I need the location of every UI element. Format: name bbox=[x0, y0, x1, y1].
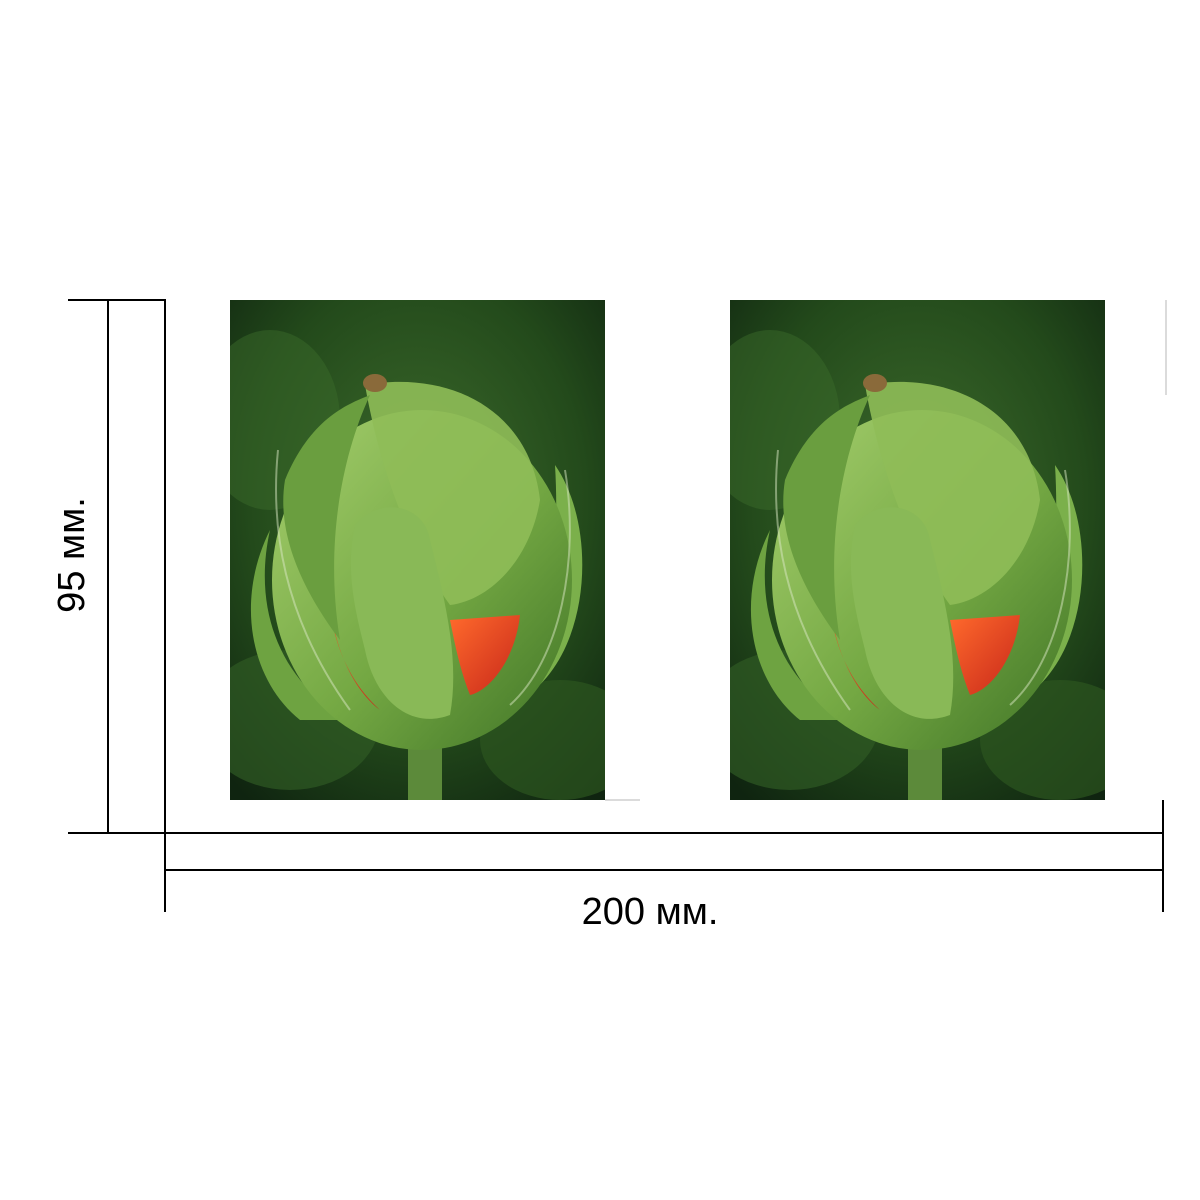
poppy-bud-photo-right bbox=[730, 300, 1105, 800]
poppy-bud-photo-left bbox=[230, 300, 605, 800]
height-label: 95 мм. bbox=[51, 497, 93, 613]
width-label: 200 мм. bbox=[581, 891, 719, 933]
